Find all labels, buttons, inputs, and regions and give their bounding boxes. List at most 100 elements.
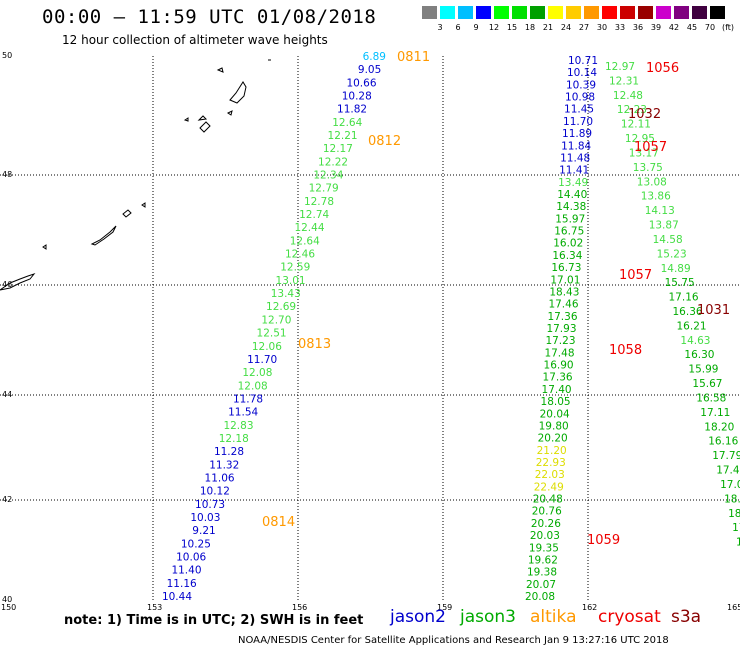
wave-height-value: 12.51	[257, 328, 287, 340]
wave-height-value: 16.36	[673, 306, 703, 318]
wave-height-value: 12.31	[609, 75, 639, 87]
pass-time-label: 0811	[397, 50, 430, 65]
wave-height-value: 11.40	[171, 565, 201, 577]
footer-note: note: 1) Time is in UTC; 2) SWH is in fe…	[64, 613, 364, 628]
wave-height-value: 20.26	[531, 518, 561, 530]
wave-height-value: 10.73	[195, 499, 225, 511]
wave-height-value: 14.13	[645, 205, 675, 217]
wave-height-value: 16.75	[554, 226, 584, 238]
wave-height-value: 16.90	[544, 360, 574, 372]
colorbar-swatch	[530, 6, 545, 19]
longitude-label: 165	[727, 603, 740, 612]
latitude-label: 42	[2, 495, 12, 504]
wave-height-value: 17.01	[550, 274, 580, 286]
wave-height-value: 15.23	[657, 248, 687, 260]
wave-height-value: 11.84	[561, 140, 591, 152]
wave-height-value: 11.48	[560, 153, 590, 165]
wave-height-value: 11.70	[247, 354, 277, 366]
wave-height-value: 17.36	[547, 311, 577, 323]
wave-height-value: 11.28	[214, 446, 244, 458]
colorbar-swatch	[440, 6, 455, 19]
wave-height-value: 10.66	[346, 77, 376, 89]
map-title: 00:00 – 11:59 UTC 01/08/2018	[42, 6, 377, 28]
wave-height-value: 22.49	[534, 481, 564, 493]
wave-height-value: 12.17	[323, 143, 353, 155]
pass-time-label: 1058	[609, 343, 642, 358]
colorbar-label: 27	[578, 23, 590, 32]
wave-height-value: 17.93	[546, 323, 576, 335]
wave-height-value: 18.43	[549, 287, 579, 299]
colorbar-label: 39	[650, 23, 662, 32]
wave-height-value: 15.99	[688, 364, 718, 376]
wave-height-value: 12.22	[318, 156, 348, 168]
wave-height-value: 12.59	[280, 262, 310, 274]
wave-height-value: 18.20	[704, 421, 734, 433]
colorbar-label: 21	[542, 23, 554, 32]
wave-height-value: 15.67	[692, 378, 722, 390]
wave-height-value: 11.82	[337, 104, 367, 116]
legend-item-jason2: jason2	[390, 607, 446, 627]
wave-height-value: 16.34	[552, 250, 582, 262]
wave-height-value: 11.54	[228, 407, 258, 419]
wave-height-value: 11.32	[209, 459, 239, 471]
wave-height-value: 12.83	[223, 420, 253, 432]
wave-height-value: 10.71	[568, 55, 598, 67]
wave-height-value: 10.44	[162, 591, 192, 603]
pass-time-label: 0813	[298, 337, 331, 352]
wave-height-value: 13.43	[271, 288, 301, 300]
colorbar-swatch	[638, 6, 653, 19]
wave-height-value: 12.64	[290, 235, 320, 247]
wave-height-value: 18.09	[724, 493, 740, 505]
wave-height-value: 20.20	[538, 433, 568, 445]
latitude-label: 40	[2, 595, 12, 604]
wave-height-value: 9.21	[192, 525, 215, 537]
colorbar-label: 36	[632, 23, 644, 32]
wave-height-value: 10.28	[342, 91, 372, 103]
wave-height-value: 20.03	[530, 530, 560, 542]
wave-height-value: 16.02	[553, 238, 583, 250]
wave-height-value: 17.40	[542, 384, 572, 396]
wave-height-value: 13.49	[558, 177, 588, 189]
colorbar-swatch	[584, 6, 599, 19]
colorbar-swatch	[476, 6, 491, 19]
wave-height-value: 22.03	[535, 469, 565, 481]
latitude-label: 46	[2, 280, 12, 289]
colorbar-label: 6	[455, 23, 461, 32]
wave-height-value: 11.06	[205, 473, 235, 485]
pass-time-label: 1031	[697, 303, 730, 318]
wave-height-value: 20.08	[525, 591, 555, 603]
wave-height-value: 11.89	[562, 128, 592, 140]
legend-item-s3a: s3a	[671, 607, 702, 627]
legend-item-cryosat: cryosat	[598, 607, 661, 627]
wave-height-value: 17.36	[543, 372, 573, 384]
wave-height-value: 20.07	[526, 579, 556, 591]
wave-height-value: 6.89	[363, 51, 386, 63]
colorbar-swatch	[566, 6, 581, 19]
colorbar-label: (ft)	[721, 23, 735, 32]
colorbar-label: 12	[488, 23, 500, 32]
wave-height-value: 14.89	[661, 263, 691, 275]
wave-height-value: 12.64	[332, 117, 362, 129]
wave-height-value: 12.79	[309, 183, 339, 195]
wave-height-value: 17.16	[669, 292, 699, 304]
map-subtitle: 12 hour collection of altimeter wave hei…	[62, 33, 328, 47]
wave-height-value: 12.21	[328, 130, 358, 142]
wave-height-value: 17.23	[545, 335, 575, 347]
credit-line: NOAA/NESDIS Center for Satellite Applica…	[238, 635, 669, 646]
wave-height-value: 20.04	[540, 408, 570, 420]
colorbar-label: 33	[614, 23, 626, 32]
wave-height-value: 20.48	[533, 494, 563, 506]
wave-height-value: 19.35	[529, 542, 559, 554]
wave-height-value: 17.11	[700, 407, 730, 419]
wave-height-value: 12.78	[304, 196, 334, 208]
colorbar-swatch	[494, 6, 509, 19]
wave-height-value: 18.6	[728, 508, 740, 520]
colorbar-label: 30	[596, 23, 608, 32]
colorbar-label: 3	[437, 23, 443, 32]
wave-height-value: 10.25	[181, 538, 211, 550]
wave-height-value: 14.40	[557, 189, 587, 201]
wave-height-value: 17.06	[720, 479, 740, 491]
wave-height-value: 15.75	[665, 277, 695, 289]
wave-height-value: 19.62	[528, 555, 558, 567]
